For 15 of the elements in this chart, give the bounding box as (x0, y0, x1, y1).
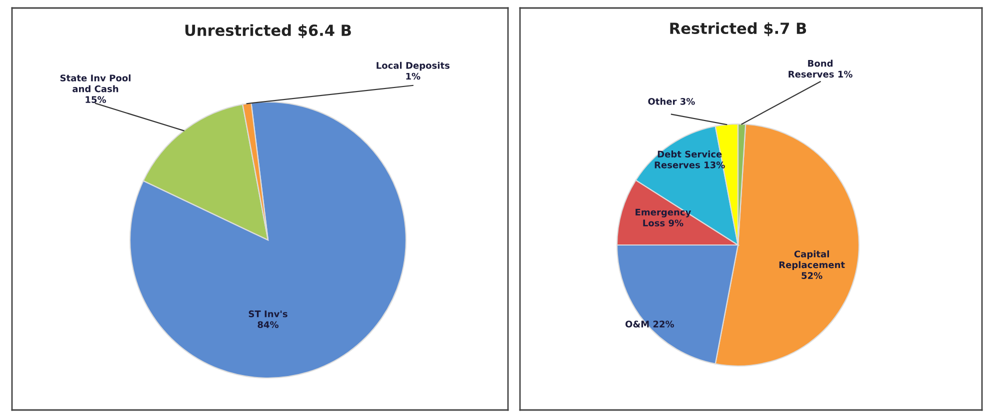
slice-label: State Inv Pool and Cash (60, 74, 130, 92)
slice-label: Bond Reserves 1% (788, 60, 852, 78)
slice-label: Capital Replacement (779, 250, 845, 270)
chart-title: Restricted $.7 B (670, 22, 806, 36)
slice-label: Other 3% (648, 98, 695, 105)
slice-label: Local Deposits (376, 62, 450, 71)
data-label: 1% (406, 72, 420, 80)
pie-slice (142, 104, 269, 241)
chart-title: Unrestricted $6.4 B (185, 24, 351, 38)
slice-label: O&M 22% (625, 320, 674, 328)
data-label: 52% (802, 272, 822, 279)
slice-label: ST Inv's (248, 310, 288, 318)
pie-slice (129, 101, 407, 379)
data-label: 84% (258, 321, 279, 328)
data-label: 15% (86, 96, 106, 103)
